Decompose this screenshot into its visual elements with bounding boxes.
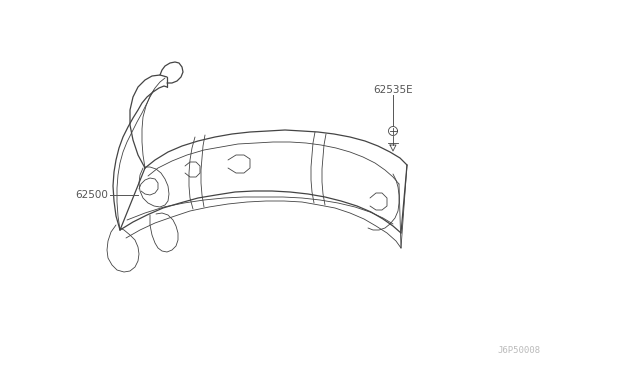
Text: 62500: 62500 bbox=[75, 190, 108, 200]
Text: 62535E: 62535E bbox=[373, 85, 413, 95]
Text: J6P50008: J6P50008 bbox=[497, 346, 540, 355]
